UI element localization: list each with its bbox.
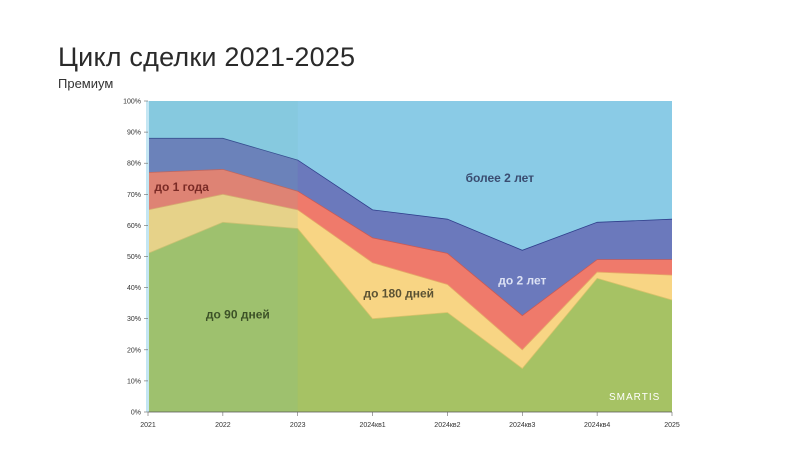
y-tick-label: 0% <box>131 410 141 417</box>
series-label-1: до 90 дней <box>206 308 270 322</box>
series-label-5: более 2 лет <box>466 171 535 185</box>
area-4 <box>148 138 672 316</box>
y-tick-label: 20% <box>127 347 141 354</box>
x-tick-label: 2024кв3 <box>509 422 535 429</box>
x-tick-label: 2022 <box>215 422 231 429</box>
series-label-2: до 180 дней <box>363 286 434 300</box>
x-tick-label: 2023 <box>290 422 306 429</box>
y-tick-label: 80% <box>127 161 141 168</box>
y-tick-label: 30% <box>127 316 141 323</box>
axes: 0% 10% 20% 30% 40% 50% 60% 70% 80% 90% 100% 2021 202… <box>123 99 680 430</box>
chart-title: Цикл сделки 2021-2025 <box>58 42 356 72</box>
area-1 <box>148 222 672 412</box>
y-tick-label: 100% <box>123 99 141 106</box>
y-tick-label: 90% <box>127 130 141 137</box>
area-layers <box>148 101 672 412</box>
area-3 <box>148 169 672 350</box>
x-tick-label: 2024кв4 <box>584 422 610 429</box>
boundary-line-2 <box>147 193 673 351</box>
series-label-3: до 1 года <box>154 180 209 194</box>
highlight-band <box>146 101 298 412</box>
y-tick-label: 40% <box>127 285 141 292</box>
y-tick-label: 70% <box>127 192 141 199</box>
x-tick-label: 2025 <box>664 422 680 429</box>
area-5 <box>148 101 672 251</box>
chart-subtitle: Премиум <box>58 76 114 91</box>
series-labels: до 90 дней до 180 дней до 1 года до 2 лет бо… <box>154 171 546 322</box>
highlight-band-rect <box>148 101 298 412</box>
x-tick-label: 2021 <box>140 422 156 429</box>
boundary-line-3 <box>147 169 672 317</box>
area-2 <box>148 194 672 369</box>
series-label-4: до 2 лет <box>498 273 546 287</box>
x-tick-label: 2024кв1 <box>359 422 385 429</box>
area-boundaries <box>147 137 673 370</box>
y-tick-label: 50% <box>127 254 141 261</box>
y-tick-label: 60% <box>127 223 141 230</box>
smartis-watermark: SMARTIS <box>609 392 660 403</box>
boundary-line-4 <box>148 137 673 251</box>
y-tick-label: 10% <box>127 378 141 385</box>
x-tick-label: 2024кв2 <box>434 422 460 429</box>
boundary-line-1 <box>147 221 673 370</box>
